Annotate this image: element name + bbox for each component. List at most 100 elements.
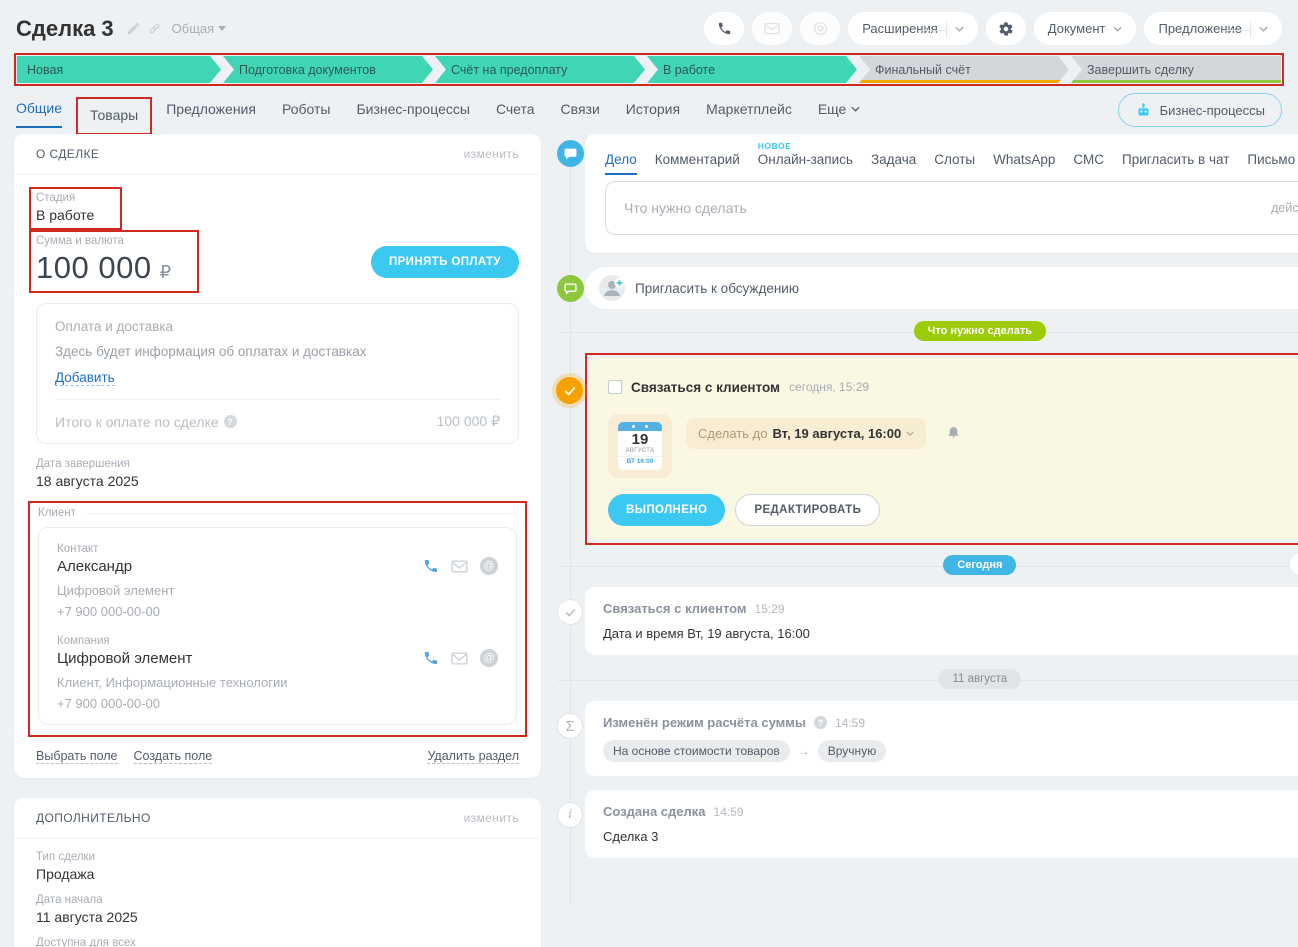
phone-icon[interactable] — [423, 650, 439, 666]
tab-invite-chat[interactable]: Пригласить в чат — [1122, 152, 1230, 167]
tab-comment[interactable]: Комментарий — [654, 152, 740, 167]
mail-icon[interactable] — [451, 559, 468, 573]
tab-invoices[interactable]: Счета — [495, 101, 535, 117]
tab-email[interactable]: Письмо — [1247, 152, 1296, 167]
tab-marketplace[interactable]: Маркетплейс — [706, 101, 792, 117]
stage-in-progress[interactable]: В работе — [647, 56, 857, 83]
tab-whatsapp[interactable]: WhatsApp — [993, 152, 1056, 167]
chevron-down-icon — [1259, 26, 1268, 32]
tab-quotes[interactable]: Предложения — [166, 101, 256, 117]
completed-check-icon — [557, 599, 584, 626]
due-date-selector[interactable]: Сделать до Вт, 19 августа, 16:00 — [686, 418, 927, 449]
today-pill: Сегодня — [943, 555, 1017, 575]
bizproc-button[interactable]: Бизнес-процессы — [1117, 93, 1282, 127]
client-section-annotation: Клиент Контакт Александр @ — [28, 501, 527, 737]
add-user-icon — [599, 275, 625, 301]
entry-title[interactable]: Создана сделка — [603, 804, 706, 819]
task-done-button[interactable]: ВЫПОЛНЕНО — [608, 494, 726, 526]
tab-links[interactable]: Связи — [560, 101, 600, 117]
tab-products-annotation: Товары — [76, 97, 153, 135]
messenger-icon[interactable]: @ — [480, 557, 498, 575]
about-edit-link[interactable]: изменить — [463, 147, 519, 161]
tab-general[interactable]: Общие — [16, 100, 63, 128]
actions-label: действия — [1271, 201, 1298, 215]
document-label: Документ — [1047, 21, 1106, 36]
stage-prepay-invoice[interactable]: Счёт на предоплату — [435, 56, 645, 83]
close-date-value[interactable]: 18 августа 2025 — [36, 473, 139, 489]
filter-button[interactable]: ФИЛЬТР — [1289, 553, 1298, 575]
chat-button[interactable] — [800, 12, 841, 45]
edit-title-icon[interactable] — [126, 21, 141, 36]
start-date-label: Дата начала — [36, 894, 103, 906]
delete-section-link[interactable]: Удалить раздел — [427, 749, 519, 764]
stage-label: Финальный счёт — [875, 62, 971, 77]
comment-bubble-icon — [557, 275, 584, 302]
stage-new[interactable]: Новая — [17, 56, 221, 83]
actions-dropdown[interactable]: действия — [1271, 201, 1298, 215]
entry-title[interactable]: Связаться с клиентом — [603, 601, 747, 616]
timeline-entry-sum-mode[interactable]: Σ Изменён режим расчёта суммы ? 14:59 На… — [557, 701, 1298, 776]
payment-total-label: Итого к оплате по сделке — [55, 413, 219, 430]
today-separator: Сегодня ФИЛЬТР — [557, 553, 1298, 577]
tab-sms[interactable]: СМС — [1073, 152, 1105, 167]
phone-icon[interactable] — [423, 558, 439, 574]
tab-robots[interactable]: Роботы — [281, 101, 331, 117]
messenger-icon[interactable]: @ — [480, 649, 498, 667]
chevron-down-icon — [955, 26, 964, 32]
deal-type-value[interactable]: Продажа — [36, 866, 95, 882]
mail-icon[interactable] — [451, 651, 468, 665]
help-icon[interactable]: ? — [223, 415, 237, 428]
company-name[interactable]: Цифровой элемент — [57, 650, 193, 667]
start-date-value[interactable]: 11 августа 2025 — [36, 909, 138, 925]
stage-final-invoice[interactable]: Финальный счёт — [859, 56, 1069, 83]
task-checkbox[interactable] — [608, 380, 622, 394]
close-date-label: Дата завершения — [36, 458, 130, 470]
copy-link-icon[interactable] — [147, 21, 162, 36]
tab-history[interactable]: История — [625, 101, 681, 117]
stage-field-value[interactable]: В работе — [36, 207, 95, 223]
stage-label: Счёт на предоплату — [451, 62, 568, 77]
todo-input[interactable] — [605, 181, 1298, 235]
stage-close-deal[interactable]: Завершить сделку — [1071, 56, 1281, 83]
reminder-bell-icon[interactable] — [946, 424, 961, 439]
help-icon[interactable]: ? — [814, 716, 827, 729]
company-label: Компания — [57, 635, 110, 647]
mail-button[interactable] — [752, 12, 793, 45]
settings-gear-button[interactable] — [985, 12, 1026, 45]
tab-activity[interactable]: Дело — [605, 152, 637, 175]
create-field-link[interactable]: Создать поле — [133, 749, 213, 764]
payment-add-link[interactable]: Добавить — [55, 370, 115, 386]
invite-to-discussion-button[interactable]: Пригласить к обсуждению — [585, 267, 1298, 309]
tab-products[interactable]: Товары — [90, 107, 139, 123]
stage-docs[interactable]: Подготовка документов — [223, 56, 433, 83]
tab-more[interactable]: Еще — [818, 101, 861, 127]
proposal-button[interactable]: Предложение — [1144, 12, 1282, 45]
company-phone[interactable]: +7 900 000-00-00 — [57, 696, 161, 711]
accept-payment-button[interactable]: ПРИНЯТЬ ОПЛАТУ — [370, 245, 519, 278]
task-edit-button[interactable]: РЕДАКТИРОВАТЬ — [735, 494, 881, 526]
task-title[interactable]: Связаться с клиентом — [631, 379, 781, 395]
document-button[interactable]: Документ — [1033, 12, 1137, 45]
amount-value[interactable]: 100 000 — [36, 250, 152, 285]
entry-title[interactable]: Изменён режим расчёта суммы — [603, 715, 806, 730]
tab-more-label: Еще — [817, 101, 847, 117]
timeline-entry-call[interactable]: Связаться с клиентом 15:29 Дата и время … — [557, 587, 1298, 655]
deal-chat-icon — [557, 140, 584, 167]
due-value: Вт, 19 августа, 16:00 — [772, 426, 902, 441]
select-field-link[interactable]: Выбрать поле — [36, 749, 118, 764]
calendar-tile[interactable]: 19 АВГУСТА ВТ 16:00 — [608, 414, 672, 478]
additional-edit-link[interactable]: изменить — [463, 811, 519, 825]
contact-name[interactable]: Александр — [57, 558, 133, 575]
tab-online-booking-label: Онлайн-запись — [757, 152, 853, 167]
tab-bizproc[interactable]: Бизнес-процессы — [356, 101, 470, 117]
extensions-button[interactable]: Расширения — [848, 12, 978, 45]
task-card-annotation: Связаться с клиентом сегодня, 15:29 — [556, 353, 1298, 545]
timeline-entry-created[interactable]: i Создана сделка 14:59 Сделка 3 — [557, 790, 1298, 858]
payment-box-hint: Здесь будет информация об оплатах и дост… — [55, 344, 367, 359]
call-button[interactable] — [704, 12, 745, 45]
tab-online-booking[interactable]: НОВОЕ Онлайн-запись — [757, 141, 853, 167]
tab-slots[interactable]: Слоты — [934, 152, 976, 167]
pipeline-selector[interactable]: Общая — [172, 21, 227, 36]
tab-task[interactable]: Задача — [870, 152, 917, 167]
contact-phone[interactable]: +7 900 000-00-00 — [57, 604, 161, 619]
